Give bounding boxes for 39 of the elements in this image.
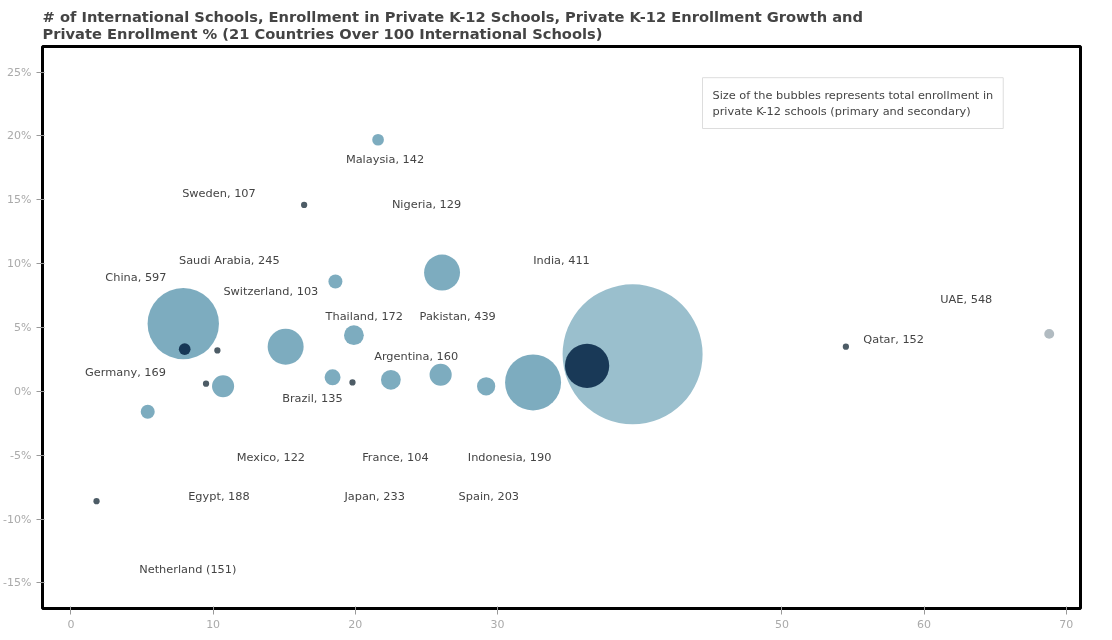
x-tick-label: 60 [917,617,932,631]
annotation: Brazil, 135 [282,390,343,405]
y-tick-label: -15% [3,576,32,590]
annotation: Sweden, 107 [182,185,256,200]
annotation: Saudi Arabia, 245 [178,253,280,268]
annotation: Argentina, 160 [374,348,459,363]
annotation: Germany, 169 [85,365,166,380]
x-tick-label: 0 [67,617,75,631]
annotation: Thailand, 172 [324,309,404,324]
y-tick-label: -10% [3,512,32,526]
y-tick-label: 0% [14,384,32,398]
x-tick-label: 50 [774,617,789,631]
y-tick-label: 20% [7,129,32,143]
legend-title: Size of the bubbles represents total enrollment in private K-12 schools (primary and secondary) [712,87,994,119]
annotation: Indonesia, 190 [467,449,552,464]
y-tick-label: 25% [7,65,32,79]
annotation: UAE, 548 [940,292,993,307]
annotation: India, 411 [533,253,590,268]
annotation: Japan, 233 [343,489,405,504]
annotation: Nigeria, 129 [391,196,462,211]
annotation: Netherland (151) [139,562,237,577]
y-tick-label: -5% [10,448,32,462]
x-tick-label: 30 [490,617,505,631]
annotation: Malaysia, 142 [345,151,425,166]
x-tick-label: 10 [206,617,221,631]
y-tick-label: 5% [14,321,32,334]
annotation: China, 597 [105,269,167,284]
annotation: Switzerland, 103 [223,283,319,298]
x-tick-label: 20 [348,617,363,631]
y-tick-label: 15% [7,193,32,207]
annotation: Spain, 203 [458,489,520,504]
annotation: Qatar, 152 [863,331,925,346]
annotation: Pakistan, 439 [419,309,496,324]
annotation: Egypt, 188 [188,489,250,504]
annotation: France, 104 [362,449,429,464]
x-tick-label: 70 [1059,617,1074,631]
y-tick-label: 10% [7,257,32,271]
chart-title: # of International Schools, Enrollment in Private K-12 Schools, Private K-12 Enrollment Growth and Private Enrollment % (21 Countries Over 100 International Schools) [42,7,864,42]
annotation: Mexico, 122 [236,449,306,464]
